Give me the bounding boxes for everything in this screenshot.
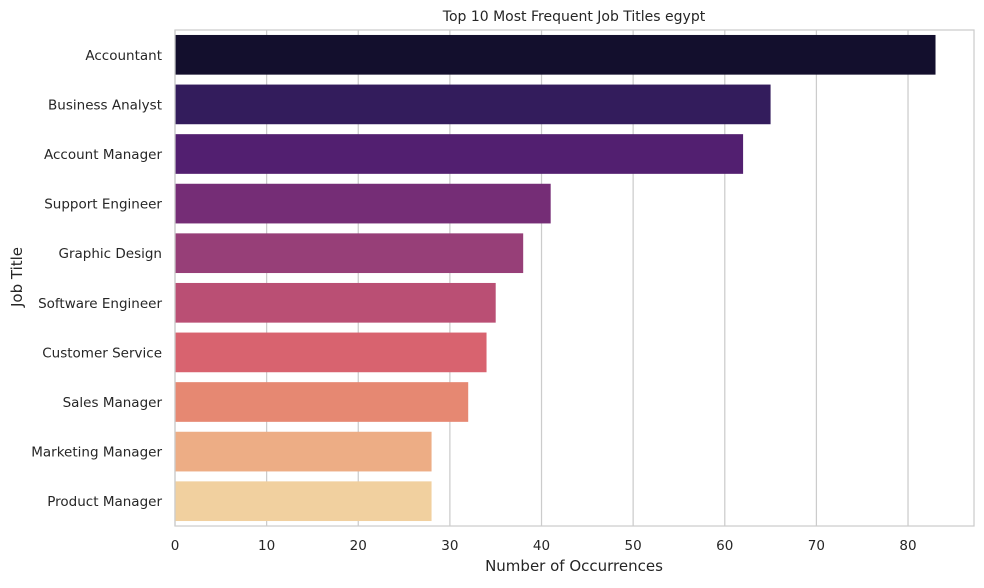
y-tick-label: Customer Service [42,345,162,361]
bar [175,431,432,472]
y-tick-label: Marketing Manager [31,445,162,461]
y-tick-label: Sales Manager [63,395,163,411]
bar [175,382,469,422]
bars [175,34,936,522]
y-tick-label: Support Engineer [44,197,162,213]
x-tick-label: 80 [899,538,916,554]
bar [175,183,551,224]
chart-title: Top 10 Most Frequent Job Titles egypt [442,9,706,25]
y-tick-label: Software Engineer [38,296,162,312]
x-tick-label: 60 [716,538,733,554]
y-tick-label: Accountant [85,48,162,64]
y-axis-label: Job Title [8,247,26,308]
x-axis-label: Number of Occurrences [485,557,663,575]
y-tick-label: Product Manager [47,494,162,510]
x-tick-label: 30 [441,538,458,554]
x-tick-label: 0 [171,538,180,554]
bar [175,233,524,274]
y-tick-label: Graphic Design [59,246,163,262]
x-tick-label: 40 [533,538,550,554]
y-tick-label: Business Analyst [48,97,162,113]
bar [175,332,487,373]
x-tick-labels: 0 10 20 30 40 50 60 70 80 [171,538,917,554]
plot-frame [174,29,975,527]
x-tick-label: 20 [350,538,367,554]
y-tick-labels: Accountant Business Analyst Account Manage… [31,48,162,510]
bar [175,84,771,125]
bar [175,481,432,522]
bar [175,34,936,75]
x-tick-label: 70 [808,538,825,554]
y-tick-label: Account Manager [44,147,162,163]
bar [175,134,744,174]
bar [175,282,496,323]
x-tick-label: 10 [258,538,275,554]
x-tick-label: 50 [625,538,642,554]
